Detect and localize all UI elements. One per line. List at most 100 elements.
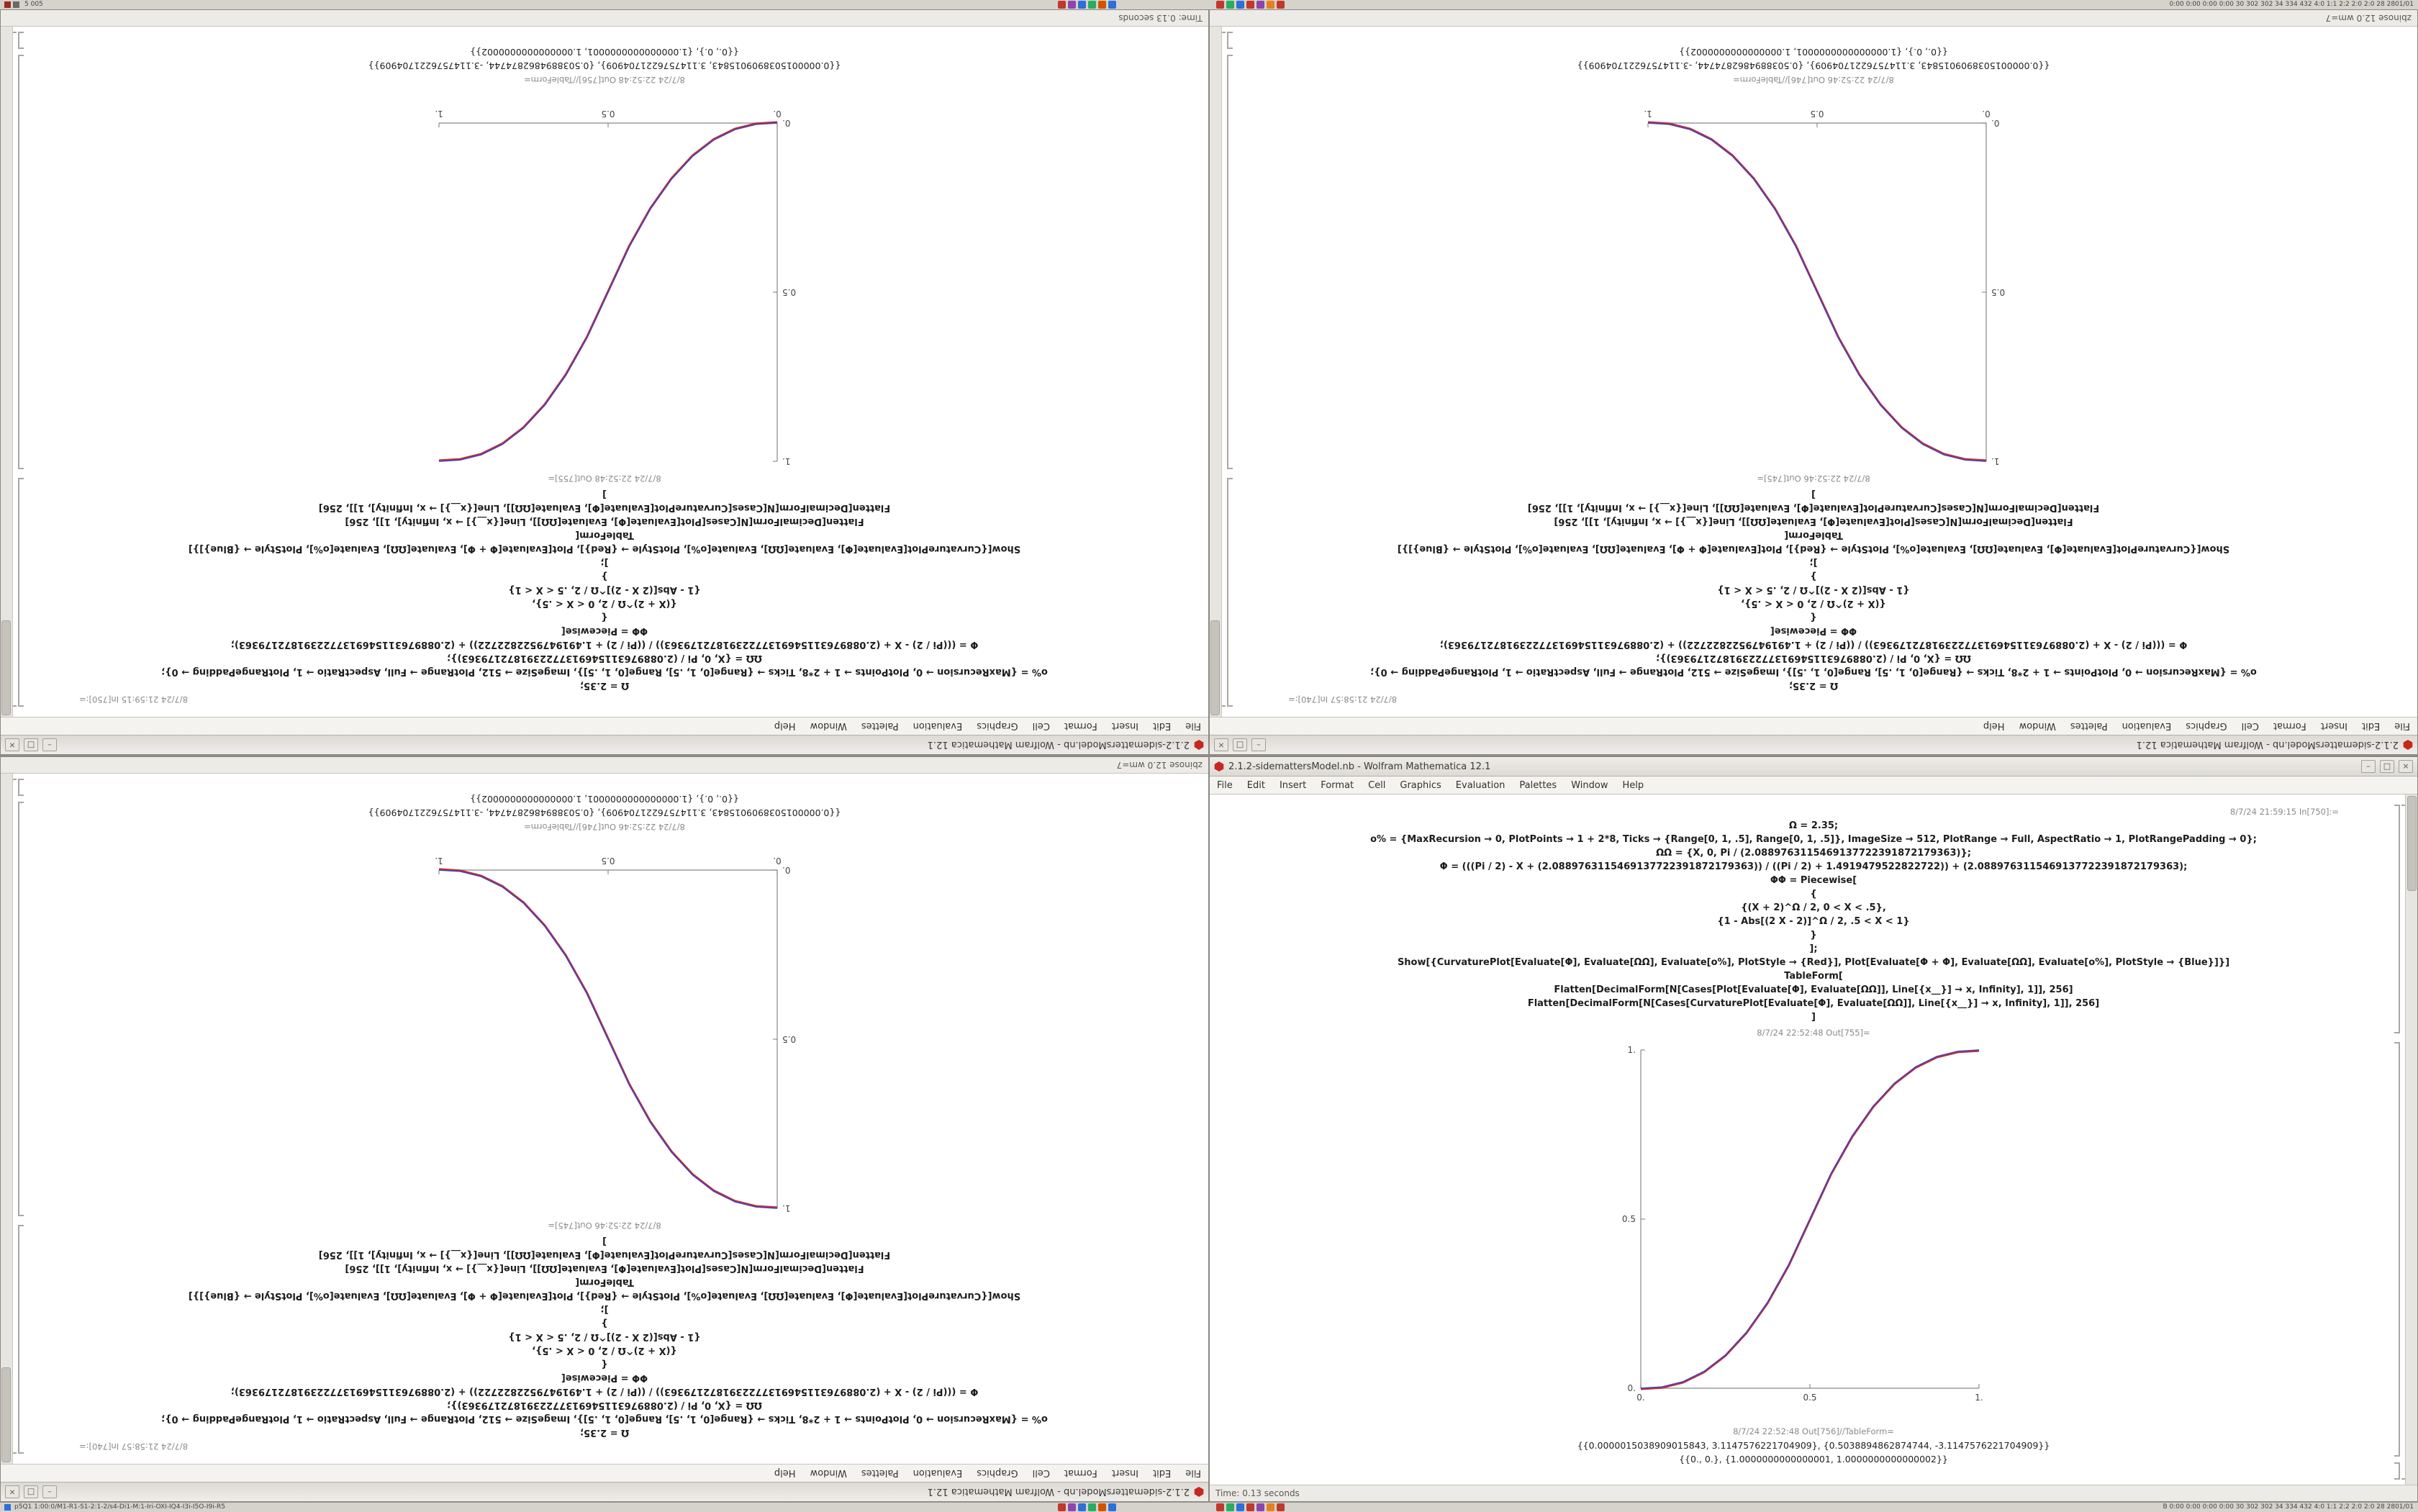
code-line[interactable]: {(X + 2)^Ω / 2, 0 < X < .5}, (1741, 902, 1886, 913)
code-line[interactable]: Φ = (((Pi / 2) - X + (2.0889763115469137… (230, 639, 979, 650)
code-line[interactable]: ΦΦ = Piecewise[ (1770, 625, 1857, 636)
scrollbar[interactable] (2405, 795, 2417, 1485)
code-line[interactable]: {(X + 2)^Ω / 2, 0 < X < .5}, (1741, 598, 1886, 609)
cell-bracket[interactable] (18, 1225, 24, 1454)
tray-icon[interactable] (1098, 1, 1106, 9)
menu-item-insert[interactable]: Insert (2320, 720, 2348, 732)
menu-item-window[interactable]: Window (810, 1467, 847, 1479)
cell-bracket[interactable] (1227, 55, 1233, 469)
cell-bracket[interactable] (18, 478, 24, 707)
code-line[interactable]: TableForm[ (575, 1277, 634, 1287)
code-line[interactable]: { (601, 1359, 608, 1370)
code-line[interactable]: Flatten[DecimalForm[N[Cases[CurvaturePlo… (1527, 998, 2100, 1009)
tray-icon[interactable] (1078, 1503, 1086, 1511)
code-line[interactable]: ] (1811, 1012, 1816, 1023)
code-line[interactable]: ] (1811, 489, 1816, 499)
minimize-button[interactable]: – (42, 1485, 57, 1498)
menu-item-edit[interactable]: Edit (1246, 779, 1265, 791)
code-line[interactable]: {1 - Abs[(2 X - 2)]^Ω / 2, .5 < X < 1} (1717, 916, 1910, 927)
code-line[interactable]: Show[{CurvaturePlot[Evaluate[Φ], Evaluat… (1397, 957, 2230, 968)
code-line[interactable]: Φ = (((Pi / 2) - X + (2.0889763115469137… (230, 1386, 979, 1397)
code-line[interactable]: Flatten[DecimalForm[N[Cases[Plot[Evaluat… (345, 1263, 864, 1274)
tray-icon[interactable] (1267, 1, 1274, 9)
cell-bracket[interactable] (2394, 805, 2400, 1033)
menu-item-evaluation[interactable]: Evaluation (1455, 779, 1505, 791)
code-line[interactable]: {1 - Abs[(2 X - 2)]^Ω / 2, .5 < X < 1} (508, 1331, 701, 1342)
close-button[interactable]: × (1214, 738, 1228, 751)
tray-icon[interactable] (1058, 1503, 1066, 1511)
cell-bracket[interactable] (18, 802, 24, 1216)
code-line[interactable]: Ω = 2.35; (1788, 680, 1839, 691)
code-line[interactable]: Flatten[DecimalForm[N[Cases[CurvaturePlo… (318, 1249, 891, 1260)
code-line[interactable]: {1 - Abs[(2 X - 2)]^Ω / 2, .5 < X < 1} (508, 584, 701, 595)
tray-icon[interactable] (1256, 1503, 1264, 1511)
scrollbar-thumb[interactable] (1, 620, 11, 715)
menu-item-graphics[interactable]: Graphics (2186, 720, 2227, 732)
menu-item-insert[interactable]: Insert (1111, 720, 1139, 732)
maximize-button[interactable]: □ (2380, 760, 2394, 773)
code-line[interactable]: ΩΩ = {X, 0, Pi / (2.08897631154691377223… (447, 653, 762, 664)
tray-icon[interactable] (1277, 1, 1285, 9)
notebook-content[interactable]: 8/7/24 21:58:57 In[740]:= Ω = 2.35; o% = … (1, 774, 1208, 1464)
code-line[interactable]: Show[{CurvaturePlot[Evaluate[Φ], Evaluat… (188, 543, 1021, 554)
code-line[interactable]: { (1810, 612, 1817, 623)
tray-icon[interactable] (1236, 1503, 1244, 1511)
menu-item-evaluation[interactable]: Evaluation (913, 1467, 963, 1479)
code-line[interactable]: Show[{CurvaturePlot[Evaluate[Φ], Evaluat… (188, 1290, 1021, 1301)
code-line[interactable]: o% = {MaxRecursion → 0, PlotPoints → 1 +… (1370, 834, 2257, 845)
titlebar[interactable]: 2.1.2-sidemattersModel.nb - Wolfram Math… (1, 1482, 1208, 1501)
code-line[interactable]: ΩΩ = {X, 0, Pi / (2.08897631154691377223… (1656, 653, 1971, 664)
tray-icon[interactable] (1078, 1, 1086, 9)
code-line[interactable]: ΩΩ = {X, 0, Pi / (2.08897631154691377223… (1656, 848, 1971, 859)
tray-icon[interactable] (1226, 1, 1234, 9)
tray-icon[interactable] (1246, 1503, 1254, 1511)
tray-icon[interactable] (1088, 1503, 1096, 1511)
code-line[interactable]: Flatten[DecimalForm[N[Cases[Plot[Evaluat… (345, 516, 864, 527)
menu-item-window[interactable]: Window (810, 720, 847, 732)
menu-item-palettes[interactable]: Palettes (2070, 720, 2108, 732)
close-button[interactable]: × (5, 738, 19, 751)
code-line[interactable]: Φ = (((Pi / 2) - X + (2.0889763115469137… (1439, 861, 2188, 872)
taskbar-app-icon[interactable] (4, 1, 11, 8)
code-line[interactable]: {1 - Abs[(2 X - 2)]^Ω / 2, .5 < X < 1} (1717, 584, 1910, 595)
code-line[interactable]: o% = {MaxRecursion → 0, PlotPoints → 1 +… (161, 666, 1048, 677)
menu-item-edit[interactable]: Edit (1153, 720, 1172, 732)
code-line[interactable]: TableForm[ (1784, 530, 1843, 540)
titlebar[interactable]: 2.1.2-sidemattersModel.nb - Wolfram Math… (1, 735, 1208, 754)
menu-item-window[interactable]: Window (2019, 720, 2056, 732)
code-line[interactable]: Flatten[DecimalForm[N[Cases[CurvaturePlo… (318, 502, 891, 513)
code-line[interactable]: ΦΦ = Piecewise[ (1770, 875, 1857, 886)
code-line[interactable]: ]; (1809, 943, 1818, 954)
code-line[interactable]: { (1810, 889, 1817, 900)
tray-icon[interactable] (1246, 1, 1254, 9)
input-cell[interactable]: Ω = 2.35; o% = {MaxRecursion → 0, PlotPoi… (29, 1234, 1180, 1439)
menu-item-help[interactable]: Help (774, 1467, 796, 1479)
code-line[interactable]: } (1810, 930, 1817, 941)
tray-icon[interactable] (1068, 1503, 1076, 1511)
cell-bracket[interactable] (2394, 1042, 2400, 1457)
menu-item-format[interactable]: Format (1064, 720, 1097, 732)
menu-item-help[interactable]: Help (774, 720, 796, 732)
menu-item-cell[interactable]: Cell (1032, 1467, 1050, 1479)
menu-item-insert[interactable]: Insert (1111, 1467, 1139, 1479)
scrollbar[interactable] (1, 774, 13, 1464)
cell-bracket[interactable] (18, 32, 24, 49)
menu-item-evaluation[interactable]: Evaluation (2122, 720, 2172, 732)
taskbar-app-icon[interactable] (4, 1504, 11, 1511)
scrollbar-thumb[interactable] (1210, 620, 1220, 715)
code-line[interactable]: o% = {MaxRecursion → 0, PlotPoints → 1 +… (161, 1413, 1048, 1424)
code-line[interactable]: ]; (600, 1304, 609, 1315)
tray-icon[interactable] (1236, 1, 1244, 9)
maximize-button[interactable]: □ (1233, 738, 1247, 751)
menu-item-palettes[interactable]: Palettes (1519, 779, 1557, 791)
code-line[interactable]: Ω = 2.35; (579, 680, 630, 691)
menu-item-file[interactable]: File (1217, 779, 1233, 791)
menu-item-graphics[interactable]: Graphics (977, 720, 1018, 732)
code-line[interactable]: {(X + 2)^Ω / 2, 0 < X < .5}, (532, 598, 677, 609)
cell-bracket[interactable] (18, 779, 24, 796)
tray-icon[interactable] (1267, 1503, 1274, 1511)
taskbar-app-icon[interactable] (13, 1, 19, 8)
menu-item-file[interactable]: File (1185, 720, 1201, 732)
scrollbar[interactable] (1210, 27, 1222, 717)
menu-item-help[interactable]: Help (1622, 779, 1644, 791)
